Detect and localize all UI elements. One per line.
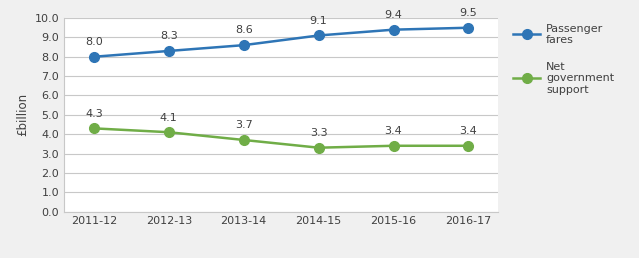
Y-axis label: £billion: £billion bbox=[16, 93, 29, 136]
Legend: Passenger
fares, Net
government
support: Passenger fares, Net government support bbox=[512, 24, 614, 95]
Passenger
fares bbox=[165, 49, 173, 52]
Passenger
fares bbox=[315, 34, 323, 37]
Net
government
support bbox=[465, 144, 472, 147]
Text: 9.5: 9.5 bbox=[459, 8, 477, 18]
Text: 3.4: 3.4 bbox=[385, 126, 403, 136]
Net
government
support bbox=[90, 127, 98, 130]
Text: 9.4: 9.4 bbox=[385, 10, 403, 20]
Text: 3.3: 3.3 bbox=[310, 128, 327, 138]
Line: Net
government
support: Net government support bbox=[89, 124, 473, 152]
Net
government
support bbox=[315, 146, 323, 149]
Text: 3.4: 3.4 bbox=[459, 126, 477, 136]
Passenger
fares bbox=[390, 28, 397, 31]
Passenger
fares bbox=[240, 44, 247, 47]
Text: 8.6: 8.6 bbox=[235, 26, 252, 35]
Text: 4.3: 4.3 bbox=[85, 109, 103, 119]
Text: 3.7: 3.7 bbox=[235, 120, 252, 130]
Line: Passenger
fares: Passenger fares bbox=[89, 23, 473, 62]
Net
government
support bbox=[165, 131, 173, 134]
Net
government
support bbox=[390, 144, 397, 147]
Passenger
fares bbox=[465, 26, 472, 29]
Text: 8.3: 8.3 bbox=[160, 31, 178, 41]
Text: 8.0: 8.0 bbox=[85, 37, 103, 47]
Text: 4.1: 4.1 bbox=[160, 112, 178, 123]
Passenger
fares bbox=[90, 55, 98, 58]
Text: 9.1: 9.1 bbox=[310, 16, 328, 26]
Net
government
support bbox=[240, 138, 247, 141]
